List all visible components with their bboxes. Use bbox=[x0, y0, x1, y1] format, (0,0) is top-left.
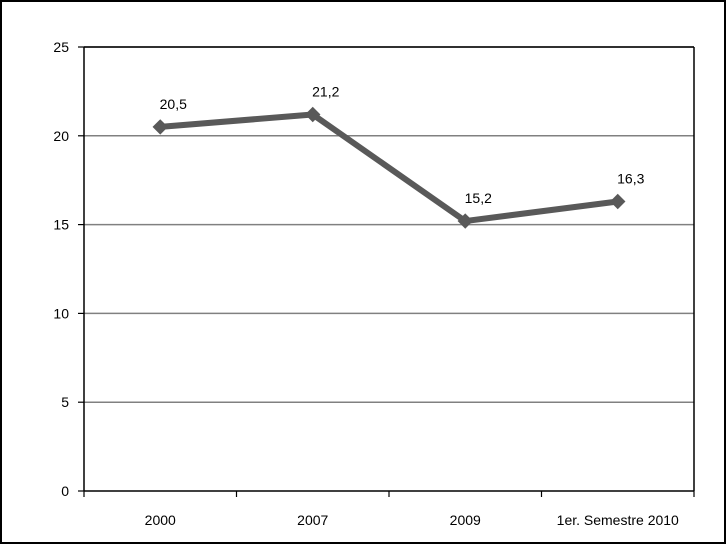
x-axis-tick-labels: 2000 2007 2009 1er. Semestre 2010 bbox=[145, 512, 679, 528]
y-tick-label: 15 bbox=[53, 217, 69, 233]
data-point-label: 20,5 bbox=[160, 96, 187, 112]
data-point-marker bbox=[152, 119, 168, 135]
y-axis-tick-labels: 0 5 10 15 20 25 bbox=[53, 39, 69, 499]
series-line-path bbox=[157, 111, 621, 225]
y-tick-label: 5 bbox=[61, 394, 69, 410]
series-line bbox=[157, 111, 621, 225]
data-point-label: 21,2 bbox=[312, 83, 339, 99]
data-point-marker bbox=[610, 193, 626, 210]
y-tick-label: 20 bbox=[53, 128, 69, 144]
data-point-marker bbox=[305, 106, 321, 123]
x-tick-label: 2007 bbox=[297, 512, 328, 528]
data-point-marker bbox=[457, 213, 473, 229]
x-tick-label: 2000 bbox=[145, 512, 176, 528]
data-point-label: 16,3 bbox=[617, 171, 644, 187]
y-tick-label: 25 bbox=[53, 39, 69, 55]
series-markers bbox=[152, 106, 626, 229]
axes bbox=[78, 46, 695, 497]
y-tick-label: 0 bbox=[61, 483, 69, 499]
y-tick-label: 10 bbox=[53, 305, 69, 321]
x-tick-label: 1er. Semestre 2010 bbox=[557, 512, 679, 528]
data-labels: 20,5 21,2 15,2 16,3 bbox=[160, 83, 645, 206]
x-tick-label: 2009 bbox=[450, 512, 481, 528]
data-point-label: 15,2 bbox=[465, 190, 492, 206]
